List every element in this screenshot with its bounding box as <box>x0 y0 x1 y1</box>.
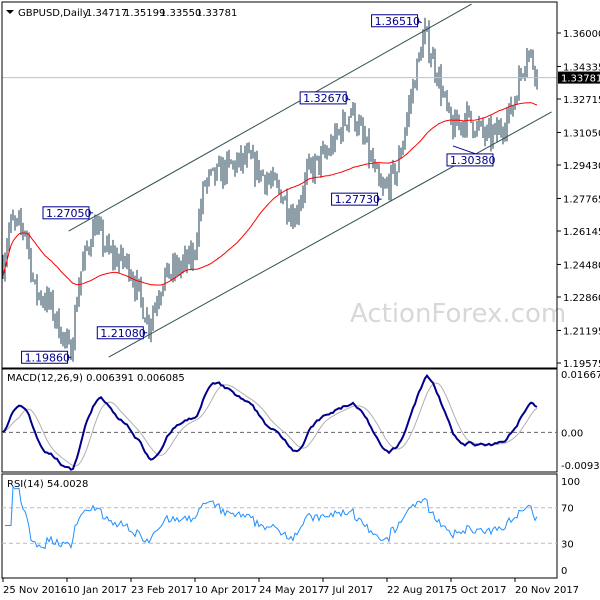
chart-title: GBPUSD,Daily <box>18 8 89 19</box>
annotation-box <box>299 91 347 105</box>
annotation-label: 1.21080 <box>100 327 145 340</box>
price-tick-label: 1.27765 <box>563 194 600 205</box>
price-tick-label: 1.21195 <box>563 326 600 337</box>
date-tick-label: 10 Jan 2017 <box>67 585 127 596</box>
ohlc-low: 1.33550 <box>160 8 201 19</box>
collapse-triangle-icon[interactable] <box>6 10 14 14</box>
macd-signal-line <box>2 382 538 467</box>
date-tick-label: 20 Nov 2017 <box>515 585 579 596</box>
annotation-box <box>446 153 494 167</box>
channel-lower-line <box>108 111 552 358</box>
macd-main-line <box>2 374 538 471</box>
ohlc-close: 1.33781 <box>196 8 237 19</box>
main-panel-border <box>1 1 558 369</box>
price-tick-label: 1.31050 <box>563 128 600 139</box>
date-tick-label: 23 Feb 2017 <box>131 585 193 596</box>
macd-panel-border <box>1 368 558 473</box>
annotation-leader <box>417 20 422 24</box>
rsi-tick-label: 0 <box>561 566 567 577</box>
price-tick-label: 1.29430 <box>563 161 600 172</box>
rsi-panel-border <box>1 473 558 579</box>
channel-upper-line <box>68 3 472 232</box>
date-tick-label: 7 Jul 2017 <box>323 585 373 596</box>
current-price-badge <box>558 71 600 84</box>
annotation-label: 1.30380 <box>450 154 496 167</box>
annotation-box <box>371 14 419 28</box>
date-tick-label: 25 Nov 2016 <box>3 585 67 596</box>
ohlc-high: 1.35199 <box>124 8 165 19</box>
ohlc-open: 1.34717 <box>86 8 127 19</box>
annotation-box <box>42 206 90 220</box>
current-price-label: 1.33781 <box>561 74 600 85</box>
price-tick-label: 1.34335 <box>563 62 600 73</box>
price-tick-label: 1.36000 <box>563 29 600 40</box>
macd-tick-label: 0.00 <box>561 428 583 439</box>
annotation-label: 1.36510 <box>375 15 421 28</box>
price-tick-label: 1.22860 <box>563 293 600 304</box>
rsi-tick-label: 100 <box>561 477 580 488</box>
rsi-label: RSI(14) 54.0028 <box>7 479 88 490</box>
rsi-line <box>5 485 538 550</box>
annotation-leader <box>345 97 351 101</box>
annotation-label: 1.32670 <box>303 92 349 105</box>
rsi-tick-label: 30 <box>561 539 574 550</box>
annotation-label: 1.19860 <box>25 351 71 364</box>
price-tick-label: 1.19575 <box>563 359 600 370</box>
annotation-box <box>96 326 144 340</box>
date-tick-label: 22 Aug 2017 <box>387 585 451 596</box>
date-tick-label: 5 Oct 2017 <box>451 585 506 596</box>
annotation-label: 1.27050 <box>46 207 92 220</box>
annotation-box <box>21 350 69 364</box>
date-tick-label: 10 Apr 2017 <box>195 585 257 596</box>
price-tick-label: 1.26145 <box>563 227 600 238</box>
macd-tick-label: 0.016672 <box>561 370 600 381</box>
macd-tick-label: -0.009345 <box>561 461 600 472</box>
date-tick-label: 24 May 2017 <box>259 585 324 596</box>
annotation-box <box>331 192 379 206</box>
macd-label: MACD(12,26,9) 0.006391 0.006085 <box>7 373 185 384</box>
annotation-label: 1.27730 <box>335 193 381 206</box>
price-tick-label: 1.24480 <box>563 260 600 271</box>
rsi-tick-label: 70 <box>561 504 574 515</box>
moving-average-line <box>2 102 538 286</box>
price-tick-label: 1.32715 <box>563 95 600 106</box>
watermark: ActionForex.com <box>350 299 566 329</box>
